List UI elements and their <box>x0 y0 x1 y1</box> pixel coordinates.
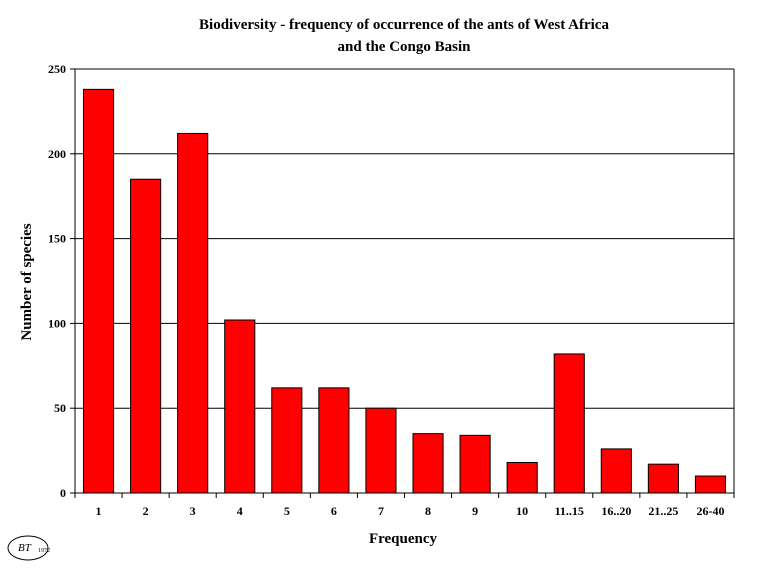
bar-11..15 <box>553 353 585 494</box>
y-tick-label: 200 <box>48 147 66 161</box>
x-tick-label: 8 <box>425 504 431 518</box>
x-tick-label: 16..20 <box>601 504 631 518</box>
author-logo: BT 1972 <box>7 535 50 561</box>
x-tick-label: 2 <box>143 504 149 518</box>
bar-4 <box>224 319 256 494</box>
bar-16..20 <box>600 448 632 494</box>
bar-3 <box>177 132 209 494</box>
bar-6 <box>318 387 350 494</box>
x-tick-label: 7 <box>378 504 384 518</box>
x-tick-label: 26-40 <box>696 504 724 518</box>
bar-21..25 <box>647 463 679 494</box>
x-tick-labels: 1 2 3 4 5 6 7 8 9 10 11..15 16..20 21..25 26-40 <box>96 504 725 518</box>
x-tick-label: 11..15 <box>555 504 584 518</box>
x-tick-label: 21..25 <box>648 504 678 518</box>
x-tick-label: 10 <box>516 504 528 518</box>
chart-title-line: and the Congo Basin <box>338 39 472 55</box>
y-tick-labels: 0 50 100 150 200 250 <box>48 62 66 500</box>
bars <box>82 88 727 494</box>
bar-8 <box>412 433 444 494</box>
x-axis-label: Frequency <box>369 531 438 547</box>
x-tick-label: 6 <box>331 504 337 518</box>
bar-9 <box>459 434 491 494</box>
chart-title: Biodiversity - frequency of occurrence o… <box>199 17 609 55</box>
chart-title-line: Biodiversity - frequency of occurrence o… <box>199 17 609 33</box>
y-tick-label: 250 <box>48 62 66 76</box>
x-tick-label: 9 <box>472 504 478 518</box>
axes <box>70 68 735 498</box>
logo-monogram: BT <box>18 542 32 554</box>
x-tick-label: 3 <box>190 504 196 518</box>
y-tick-label: 50 <box>54 401 66 415</box>
x-tick-label: 5 <box>284 504 290 518</box>
bar-5 <box>271 387 303 494</box>
y-tick-label: 0 <box>60 486 66 500</box>
logo-year: 1972 <box>38 548 50 554</box>
bar-7 <box>365 407 397 494</box>
bar-10 <box>506 461 538 494</box>
gridlines <box>75 68 734 409</box>
y-tick-label: 150 <box>48 232 66 246</box>
y-axis-label: Number of species <box>19 223 35 340</box>
bar-2 <box>130 178 162 494</box>
logo-outline <box>7 535 49 561</box>
bar-1 <box>82 88 115 494</box>
x-tick-label: 4 <box>237 504 243 518</box>
y-tick-label: 100 <box>48 316 66 330</box>
bar-26-40 <box>694 475 727 494</box>
x-tick-label: 1 <box>96 504 102 518</box>
